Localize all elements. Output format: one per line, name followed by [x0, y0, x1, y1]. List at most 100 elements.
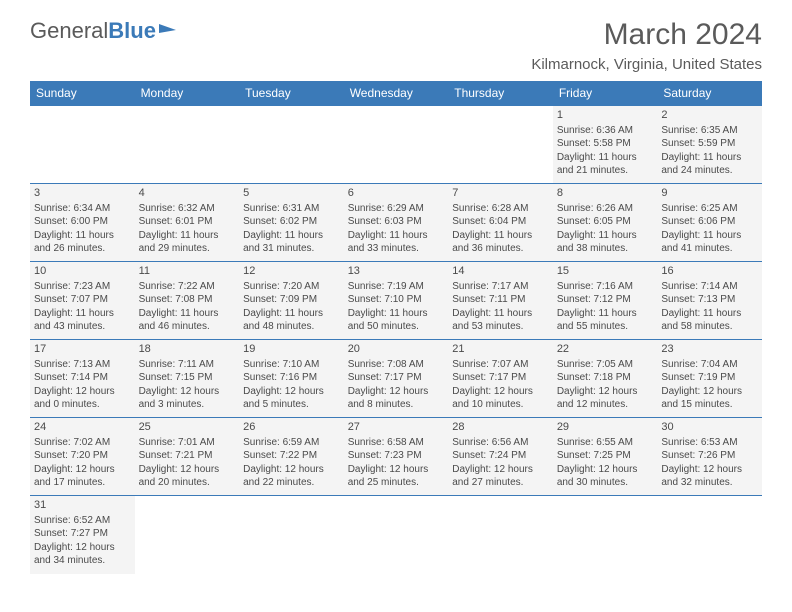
sunrise-text: Sunrise: 6:36 AM — [557, 124, 654, 138]
calendar-body: 1Sunrise: 6:36 AMSunset: 5:58 PMDaylight… — [30, 106, 762, 574]
day-header: Saturday — [657, 81, 762, 106]
brand-logo: GeneralBlue — [30, 18, 178, 44]
daylight-text: Daylight: 11 hours — [661, 151, 758, 165]
calendar-day-cell: 25Sunrise: 7:01 AMSunset: 7:21 PMDayligh… — [135, 418, 240, 496]
daylight-text: and 12 minutes. — [557, 398, 654, 412]
flag-icon — [158, 23, 178, 39]
day-number: 19 — [243, 342, 340, 357]
calendar-empty-cell — [657, 496, 762, 574]
daylight-text: and 3 minutes. — [139, 398, 236, 412]
day-number: 2 — [661, 108, 758, 123]
sunset-text: Sunset: 7:09 PM — [243, 293, 340, 307]
sunrise-text: Sunrise: 7:01 AM — [139, 436, 236, 450]
calendar-day-cell: 15Sunrise: 7:16 AMSunset: 7:12 PMDayligh… — [553, 262, 658, 340]
calendar-day-cell: 11Sunrise: 7:22 AMSunset: 7:08 PMDayligh… — [135, 262, 240, 340]
daylight-text: and 38 minutes. — [557, 242, 654, 256]
calendar-day-cell: 27Sunrise: 6:58 AMSunset: 7:23 PMDayligh… — [344, 418, 449, 496]
daylight-text: Daylight: 11 hours — [139, 307, 236, 321]
day-number: 6 — [348, 186, 445, 201]
calendar-day-cell: 23Sunrise: 7:04 AMSunset: 7:19 PMDayligh… — [657, 340, 762, 418]
daylight-text: Daylight: 12 hours — [557, 385, 654, 399]
daylight-text: and 15 minutes. — [661, 398, 758, 412]
daylight-text: Daylight: 11 hours — [661, 307, 758, 321]
sunrise-text: Sunrise: 7:17 AM — [452, 280, 549, 294]
day-number: 4 — [139, 186, 236, 201]
day-number: 21 — [452, 342, 549, 357]
location-text: Kilmarnock, Virginia, United States — [531, 56, 762, 73]
daylight-text: Daylight: 12 hours — [348, 385, 445, 399]
calendar-week-row: 1Sunrise: 6:36 AMSunset: 5:58 PMDaylight… — [30, 106, 762, 184]
sunset-text: Sunset: 6:00 PM — [34, 215, 131, 229]
day-number: 14 — [452, 264, 549, 279]
day-number: 10 — [34, 264, 131, 279]
daylight-text: Daylight: 12 hours — [34, 541, 131, 555]
daylight-text: Daylight: 12 hours — [139, 463, 236, 477]
daylight-text: and 41 minutes. — [661, 242, 758, 256]
daylight-text: Daylight: 11 hours — [243, 307, 340, 321]
sunrise-text: Sunrise: 6:34 AM — [34, 202, 131, 216]
daylight-text: and 27 minutes. — [452, 476, 549, 490]
day-number: 20 — [348, 342, 445, 357]
daylight-text: Daylight: 12 hours — [34, 385, 131, 399]
calendar-day-cell: 17Sunrise: 7:13 AMSunset: 7:14 PMDayligh… — [30, 340, 135, 418]
daylight-text: Daylight: 11 hours — [452, 229, 549, 243]
calendar-empty-cell — [30, 106, 135, 184]
sunset-text: Sunset: 7:21 PM — [139, 449, 236, 463]
calendar-empty-cell — [135, 106, 240, 184]
daylight-text: Daylight: 12 hours — [557, 463, 654, 477]
calendar-day-cell: 4Sunrise: 6:32 AMSunset: 6:01 PMDaylight… — [135, 184, 240, 262]
sunrise-text: Sunrise: 6:25 AM — [661, 202, 758, 216]
calendar-day-cell: 5Sunrise: 6:31 AMSunset: 6:02 PMDaylight… — [239, 184, 344, 262]
day-number: 31 — [34, 498, 131, 513]
sunset-text: Sunset: 7:27 PM — [34, 527, 131, 541]
calendar-day-cell: 8Sunrise: 6:26 AMSunset: 6:05 PMDaylight… — [553, 184, 658, 262]
sunrise-text: Sunrise: 6:55 AM — [557, 436, 654, 450]
calendar-day-cell: 16Sunrise: 7:14 AMSunset: 7:13 PMDayligh… — [657, 262, 762, 340]
sunrise-text: Sunrise: 6:31 AM — [243, 202, 340, 216]
calendar-head: SundayMondayTuesdayWednesdayThursdayFrid… — [30, 81, 762, 106]
daylight-text: and 48 minutes. — [243, 320, 340, 334]
calendar-day-cell: 10Sunrise: 7:23 AMSunset: 7:07 PMDayligh… — [30, 262, 135, 340]
sunrise-text: Sunrise: 6:59 AM — [243, 436, 340, 450]
sunset-text: Sunset: 7:24 PM — [452, 449, 549, 463]
daylight-text: Daylight: 11 hours — [452, 307, 549, 321]
daylight-text: and 50 minutes. — [348, 320, 445, 334]
calendar-day-cell: 21Sunrise: 7:07 AMSunset: 7:17 PMDayligh… — [448, 340, 553, 418]
sunrise-text: Sunrise: 6:28 AM — [452, 202, 549, 216]
sunrise-text: Sunrise: 7:22 AM — [139, 280, 236, 294]
sunrise-text: Sunrise: 6:58 AM — [348, 436, 445, 450]
day-number: 11 — [139, 264, 236, 279]
day-number: 5 — [243, 186, 340, 201]
calendar-week-row: 31Sunrise: 6:52 AMSunset: 7:27 PMDayligh… — [30, 496, 762, 574]
day-number: 13 — [348, 264, 445, 279]
daylight-text: Daylight: 11 hours — [348, 307, 445, 321]
day-header: Thursday — [448, 81, 553, 106]
sunrise-text: Sunrise: 7:08 AM — [348, 358, 445, 372]
day-number: 30 — [661, 420, 758, 435]
daylight-text: and 8 minutes. — [348, 398, 445, 412]
calendar-day-cell: 30Sunrise: 6:53 AMSunset: 7:26 PMDayligh… — [657, 418, 762, 496]
day-number: 23 — [661, 342, 758, 357]
sunset-text: Sunset: 6:03 PM — [348, 215, 445, 229]
sunset-text: Sunset: 7:20 PM — [34, 449, 131, 463]
calendar-week-row: 10Sunrise: 7:23 AMSunset: 7:07 PMDayligh… — [30, 262, 762, 340]
daylight-text: and 5 minutes. — [243, 398, 340, 412]
day-number: 17 — [34, 342, 131, 357]
sunset-text: Sunset: 7:17 PM — [452, 371, 549, 385]
sunrise-text: Sunrise: 6:35 AM — [661, 124, 758, 138]
day-number: 12 — [243, 264, 340, 279]
sunrise-text: Sunrise: 6:53 AM — [661, 436, 758, 450]
sunset-text: Sunset: 5:59 PM — [661, 137, 758, 151]
daylight-text: and 31 minutes. — [243, 242, 340, 256]
day-header: Wednesday — [344, 81, 449, 106]
daylight-text: and 32 minutes. — [661, 476, 758, 490]
calendar-week-row: 17Sunrise: 7:13 AMSunset: 7:14 PMDayligh… — [30, 340, 762, 418]
sunrise-text: Sunrise: 6:26 AM — [557, 202, 654, 216]
sunrise-text: Sunrise: 6:29 AM — [348, 202, 445, 216]
day-number: 16 — [661, 264, 758, 279]
sunrise-text: Sunrise: 6:32 AM — [139, 202, 236, 216]
daylight-text: and 24 minutes. — [661, 164, 758, 178]
daylight-text: Daylight: 12 hours — [243, 385, 340, 399]
day-number: 3 — [34, 186, 131, 201]
day-number: 1 — [557, 108, 654, 123]
